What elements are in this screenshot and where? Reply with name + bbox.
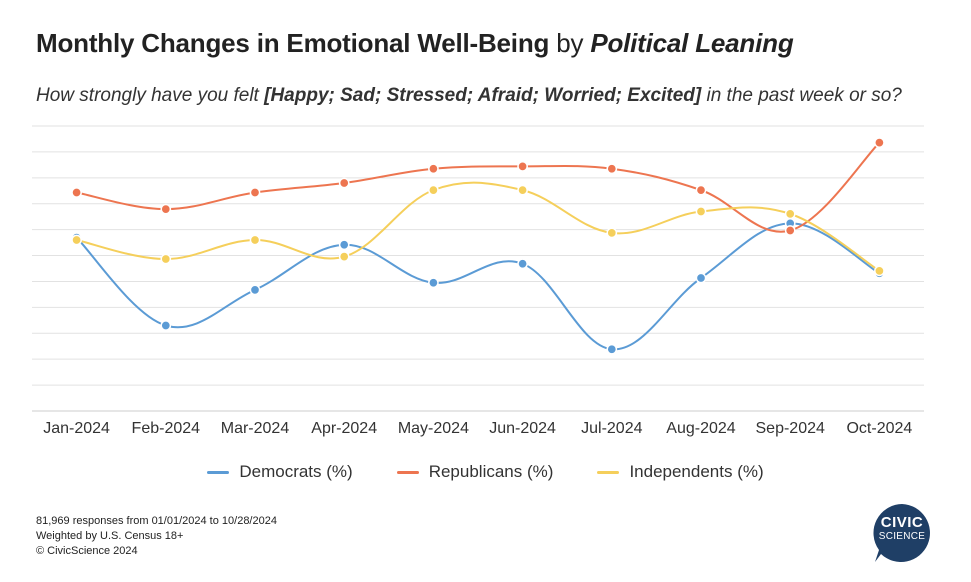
legend-label-republicans: Republicans (%) <box>428 462 554 481</box>
title-lean: Political Leaning <box>590 28 794 58</box>
data-point-independents <box>71 234 82 246</box>
grid-lines <box>32 125 924 412</box>
footer-notes: 81,969 responses from 01/01/2024 to 10/2… <box>36 514 277 559</box>
title-main: Monthly Changes in Emotional Well-Being <box>36 28 550 58</box>
data-point-independents <box>338 251 350 262</box>
x-tick-label: Jul-2024 <box>581 420 642 437</box>
data-point-independents <box>874 265 885 277</box>
footer-weighting: Weighted by U.S. Census 18+ <box>36 530 184 542</box>
legend-swatch-independents <box>597 470 620 474</box>
data-point-independents <box>160 253 172 265</box>
data-point-democrats <box>517 258 528 270</box>
x-tick-label: Oct-2024 <box>846 420 912 437</box>
title-by: by <box>556 28 584 58</box>
chart-subtitle: How strongly have you felt [Happy; Sad; … <box>36 85 902 107</box>
legend-swatch-republicans <box>396 470 419 474</box>
legend-swatch-democrats <box>207 470 230 474</box>
data-point-independents <box>606 227 618 239</box>
logo-line-1: CIVIC <box>880 514 924 531</box>
data-point-independents <box>784 208 796 220</box>
data-point-democrats <box>338 239 350 251</box>
series-line-republicans <box>76 141 881 233</box>
data-point-republicans <box>249 187 261 198</box>
x-tick-label: Aug-2024 <box>666 420 735 437</box>
data-point-independents <box>517 184 528 196</box>
data-point-independents <box>695 206 707 217</box>
legend-label-democrats: Democrats (%) <box>239 462 353 481</box>
legend-item-democrats: Democrats (%) <box>207 462 353 482</box>
civicscience-logo: CIVIC SCIENCE <box>871 502 933 564</box>
data-point-independents <box>428 184 439 196</box>
x-tick-label: Sep-2024 <box>756 420 825 437</box>
data-point-republicans <box>428 163 439 175</box>
data-point-republicans <box>338 177 350 189</box>
data-point-democrats <box>606 343 618 355</box>
series-line-independents <box>76 181 880 272</box>
subtitle-pre: How strongly have you felt <box>36 85 259 106</box>
x-tick-label: Feb-2024 <box>132 420 201 437</box>
data-point-republicans <box>160 203 172 215</box>
logo-badge-icon <box>873 504 930 562</box>
x-tick-label: Mar-2024 <box>221 420 290 437</box>
x-tick-label: May-2024 <box>398 420 469 437</box>
data-point-republicans <box>606 163 618 175</box>
x-tick-label: Jan-2024 <box>43 420 110 437</box>
series-points <box>71 137 885 355</box>
logo-line-2: SCIENCE <box>878 531 926 542</box>
subtitle-emph: [Happy; Sad; Stressed; Afraid; Worried; … <box>264 85 702 106</box>
footer-responses: 81,969 responses from 01/01/2024 to 10/2… <box>36 515 277 527</box>
footer-copyright: © CivicScience 2024 <box>36 545 138 557</box>
x-tick-label: Jun-2024 <box>489 420 556 437</box>
chart-title: Monthly Changes in Emotional Well-Being … <box>36 28 794 59</box>
legend: Democrats (%) Republicans (%) Independen… <box>0 462 971 482</box>
line-chart: Jan-2024 Feb-2024 Mar-2024 Apr-2024 May-2024… <box>32 125 924 437</box>
data-point-independents <box>249 234 261 246</box>
series-lines <box>75 141 881 351</box>
logo-text: CIVIC SCIENCE <box>871 514 933 544</box>
x-axis-labels: Jan-2024 Feb-2024 Mar-2024 Apr-2024 May-2024… <box>43 420 912 437</box>
data-point-democrats <box>160 320 172 331</box>
x-tick-label: Apr-2024 <box>311 420 377 437</box>
data-point-republicans <box>71 187 82 198</box>
data-point-republicans <box>517 161 528 172</box>
data-point-democrats <box>249 284 261 296</box>
data-point-democrats <box>428 277 439 289</box>
legend-item-independents: Independents (%) <box>597 462 764 482</box>
subtitle-post: in the past week or so? <box>706 85 902 106</box>
data-point-republicans <box>784 225 796 236</box>
series-line-democrats <box>75 222 880 351</box>
data-point-republicans <box>874 137 885 148</box>
legend-label-independents: Independents (%) <box>629 462 764 481</box>
data-point-republicans <box>695 184 707 196</box>
data-point-democrats <box>695 272 707 284</box>
legend-item-republicans: Republicans (%) <box>396 462 554 482</box>
